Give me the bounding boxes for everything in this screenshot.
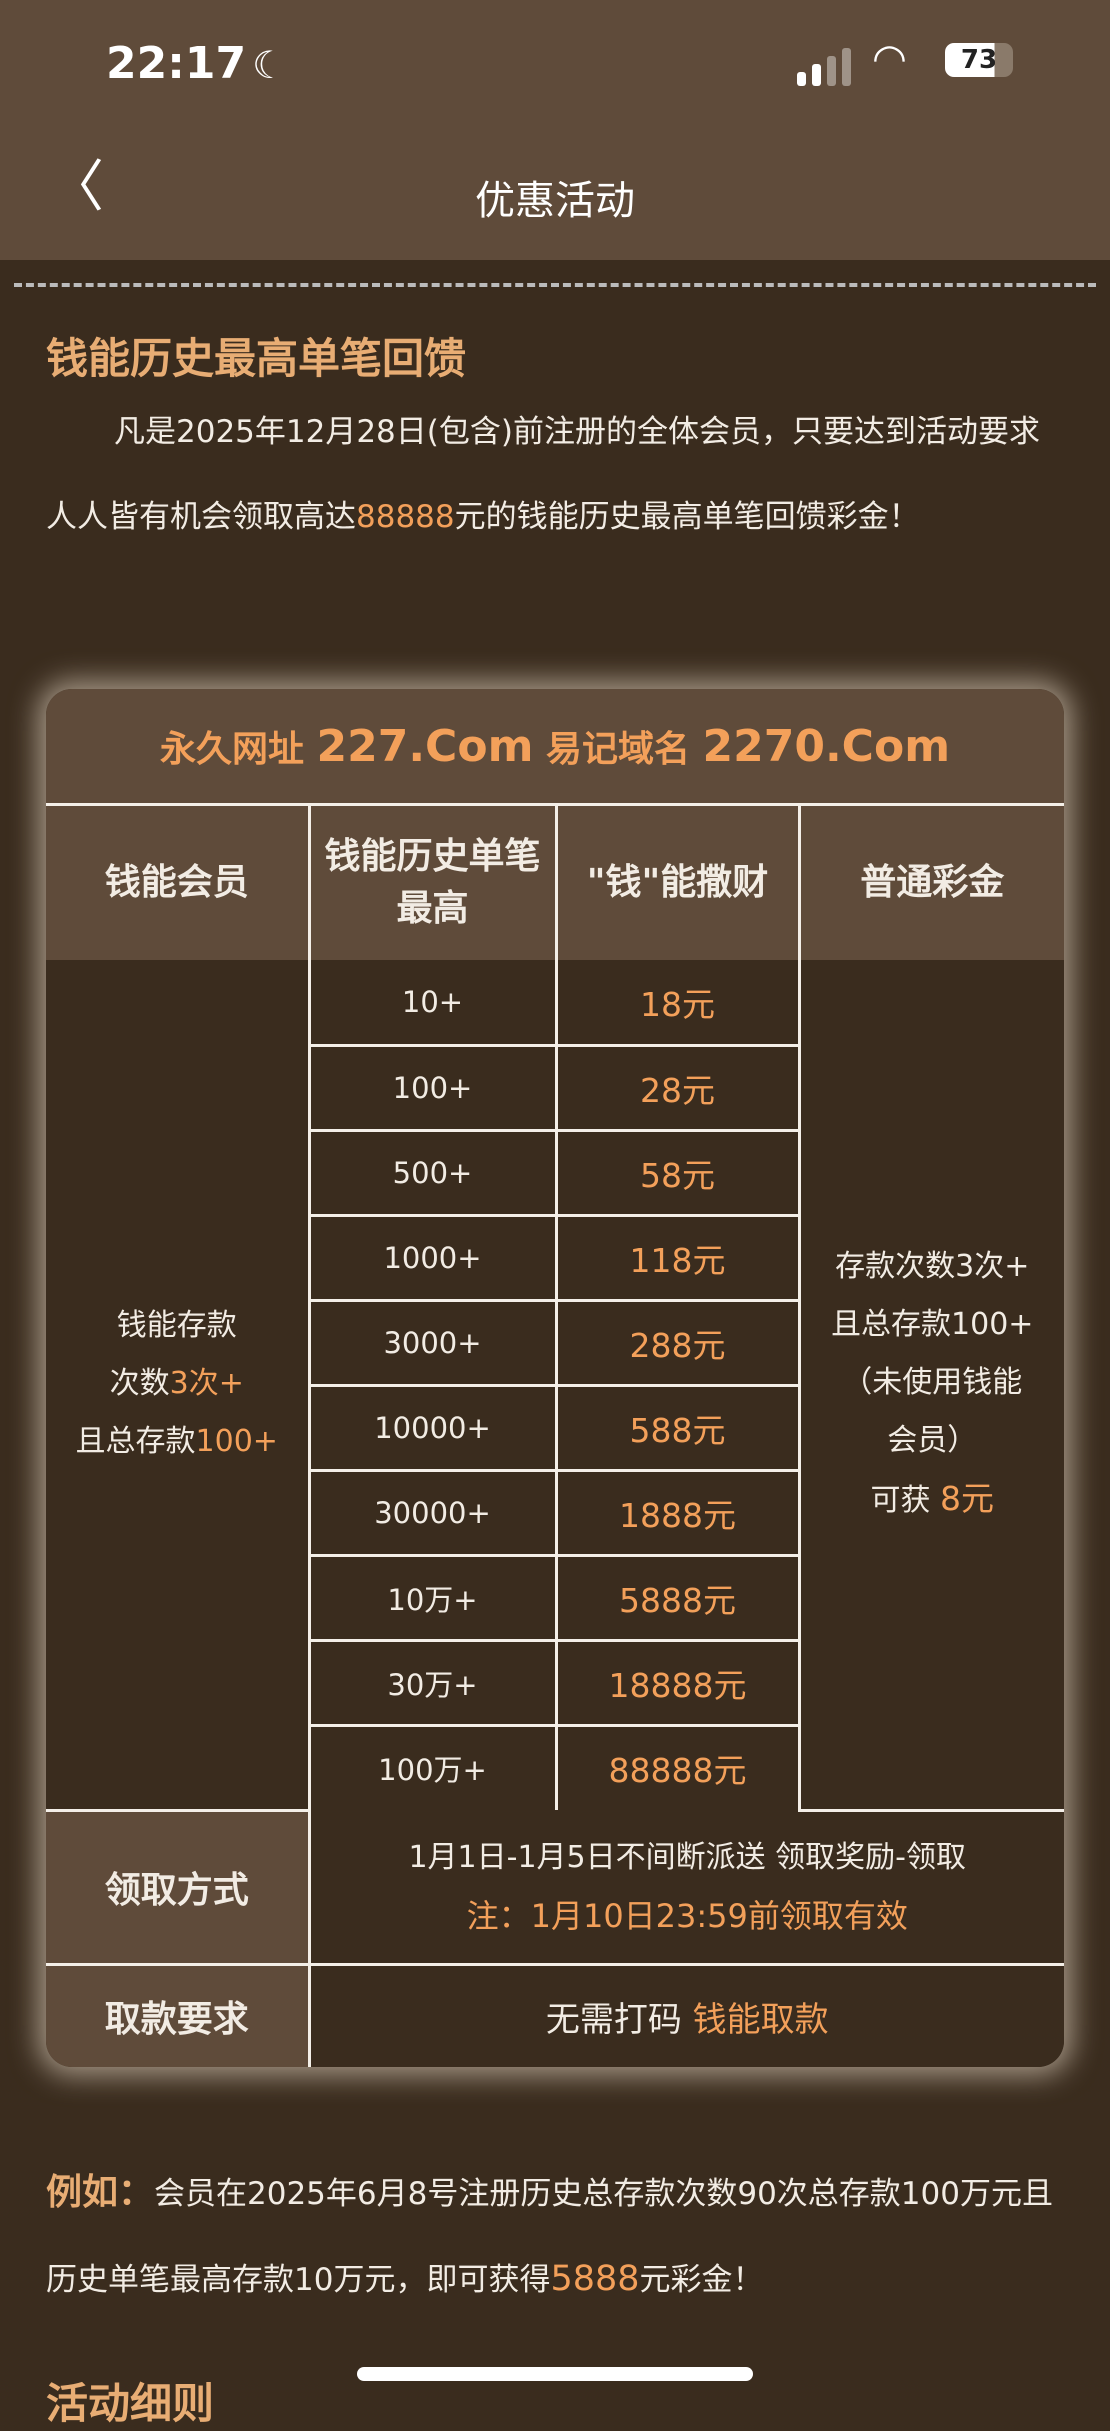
table-row: 30000+ 1888元 — [46, 1468, 1064, 1557]
tier-reward: 88888元 — [554, 1723, 799, 1810]
withdraw-label: 取款要求 — [46, 1962, 311, 2067]
reward-table: 永久网址 227.Com 易记域名 2270.Com 钱能会员 钱能历史单笔最高… — [46, 689, 1064, 2067]
domain-banner: 永久网址 227.Com 易记域名 2270.Com — [46, 689, 1064, 806]
tier-threshold: 10000+ — [309, 1383, 558, 1472]
col-header: "钱"能撒财 — [554, 802, 801, 960]
table-row: 100+ 28元 — [46, 1043, 1064, 1132]
normal-l1: 存款次数3次+ — [835, 1249, 1030, 1285]
moon-icon: ☾ — [252, 43, 287, 87]
banner-c: 易记域名 — [533, 728, 703, 770]
tier-threshold: 30000+ — [309, 1468, 558, 1557]
cond-l3b: 100+ — [195, 1424, 278, 1460]
col-header: 钱能历史单笔最高 — [307, 802, 558, 960]
normal-bonus: 存款次数3次+ 且总存款100+ （未使用钱能 会员） 可获 8元 — [797, 960, 1065, 1812]
intro-p1: 凡是2025年12月28日(包含)前注册的全体会员，只要达到活动要求人人皆有机会… — [46, 414, 1040, 535]
rules-heading: 活动细则 — [46, 2379, 215, 2428]
cond-l3: 且总存款100+ — [46, 1413, 308, 1471]
tier-threshold: 100+ — [309, 1043, 558, 1132]
tier-reward: 1888元 — [554, 1468, 799, 1557]
col-header: 普通彩金 — [797, 802, 1064, 960]
cond-l1: 钱能存款 — [116, 1308, 237, 1344]
table-row: 10000+ 588元 — [46, 1383, 1064, 1472]
tier-threshold: 3000+ — [309, 1298, 558, 1387]
example-key: 例如： — [46, 2172, 155, 2213]
reward-table-card: 永久网址 227.Com 易记域名 2270.Com 钱能会员 钱能历史单笔最高… — [46, 689, 1064, 2067]
wifi-icon: ◠ — [872, 36, 907, 82]
section-heading: 钱能历史最高单笔回馈 — [46, 334, 467, 383]
claim-line2: 注：1月10日23:59前领取有效 — [466, 1897, 908, 1935]
claim-line1: 1月1日-1月5日不间断派送 领取奖励-领取 — [408, 1840, 967, 1875]
cond-l3a: 且总存款 — [75, 1424, 196, 1460]
withdraw-info: 无需打码 钱能取款 — [307, 1962, 1064, 2067]
table-row: 钱能存款 次数3次+ 且总存款100+ 10+ 18元 存款次数3次+ 且总存款100+ （未… — [46, 960, 1064, 1812]
table-row: 1000+ 118元 — [46, 1213, 1064, 1302]
cond-l2a: 次数 — [109, 1366, 170, 1402]
page-title: 优惠活动 — [475, 178, 635, 224]
table-row: 100万+ 88888元 — [46, 1723, 1064, 1810]
tier-reward: 118元 — [554, 1213, 799, 1302]
intro-text: 凡是2025年12月28日(包含)前注册的全体会员，只要达到活动要求人人皆有机会… — [46, 390, 1070, 560]
example-amount: 5888 — [550, 2259, 640, 2299]
tier-threshold: 1000+ — [309, 1213, 558, 1302]
tier-reward: 18元 — [554, 960, 801, 1047]
divider — [14, 283, 1096, 287]
time-text: 22:17 — [106, 38, 247, 89]
tier-reward: 5888元 — [554, 1553, 799, 1642]
intro-p2: 元的钱能历史最高单笔回馈彩金！ — [454, 499, 920, 535]
home-indicator[interactable] — [357, 2367, 753, 2381]
normal-l5b: 8元 — [940, 1479, 995, 1519]
claim-row: 领取方式 1月1日-1月5日不间断派送 领取奖励-领取 注：1月10日23:59前… — [46, 1810, 1064, 1966]
tier-reward: 588元 — [554, 1383, 799, 1472]
tier-reward: 18888元 — [554, 1638, 799, 1727]
tier-reward: 58元 — [554, 1128, 799, 1217]
normal-l5: 可获 8元 — [801, 1470, 1065, 1530]
example-t2: 元彩金！ — [639, 2262, 764, 2298]
tier-threshold: 30万+ — [309, 1638, 558, 1727]
status-time: 22:17 ☾ — [106, 38, 286, 89]
table-row: 3000+ 288元 — [46, 1298, 1064, 1387]
banner-a: 永久网址 — [159, 728, 317, 770]
battery-icon: 73 — [945, 43, 1013, 77]
intro-amount: 88888 — [356, 499, 455, 535]
col-header: 钱能会员 — [46, 802, 311, 960]
tier-reward: 288元 — [554, 1298, 799, 1387]
claim-info: 1月1日-1月5日不间断派送 领取奖励-领取 注：1月10日23:59前领取有效 — [307, 1810, 1064, 1966]
table-row: 500+ 58元 — [46, 1128, 1064, 1217]
banner-d: 2270.Com — [702, 720, 951, 772]
tier-threshold: 10+ — [307, 960, 558, 1047]
cond-l2: 次数3次+ — [46, 1355, 308, 1413]
withdraw-a: 无需打码 — [545, 1999, 693, 2040]
tier-threshold: 10万+ — [309, 1553, 558, 1642]
normal-l3: （未使用钱能 — [842, 1365, 1023, 1401]
signal-icon — [797, 48, 851, 86]
table-row: 10万+ 5888元 — [46, 1553, 1064, 1642]
normal-l5a: 可获 — [870, 1483, 941, 1519]
withdraw-b: 钱能取款 — [692, 1999, 829, 2040]
normal-l4: 会员） — [887, 1423, 978, 1459]
member-condition: 钱能存款 次数3次+ 且总存款100+ — [46, 960, 311, 1812]
cond-l2b: 3次+ — [169, 1366, 244, 1402]
table-row: 30万+ 18888元 — [46, 1638, 1064, 1727]
header: 22:17 ☾ ◠ 73 〈 优惠活动 — [0, 0, 1110, 260]
banner-row: 永久网址 227.Com 易记域名 2270.Com — [46, 689, 1064, 806]
withdraw-row: 取款要求 无需打码 钱能取款 — [46, 1962, 1064, 2067]
banner-b: 227.Com — [316, 720, 534, 772]
tier-threshold: 500+ — [309, 1128, 558, 1217]
claim-label: 领取方式 — [46, 1810, 311, 1966]
header-row: 钱能会员 钱能历史单笔最高 "钱"能撒财 普通彩金 — [46, 802, 1064, 960]
example-text: 例如：会员在2025年6月8号注册历史总存款次数90次总存款100万元且历史单笔… — [46, 2150, 1070, 2323]
normal-l2: 且总存款100+ — [831, 1307, 1034, 1343]
back-button[interactable]: 〈 — [48, 155, 104, 220]
tier-reward: 28元 — [554, 1043, 799, 1132]
example-t1: 会员在2025年6月8号注册历史总存款次数90次总存款100万元且历史单笔最高存… — [46, 2176, 1053, 2298]
tier-threshold: 100万+ — [309, 1723, 558, 1810]
